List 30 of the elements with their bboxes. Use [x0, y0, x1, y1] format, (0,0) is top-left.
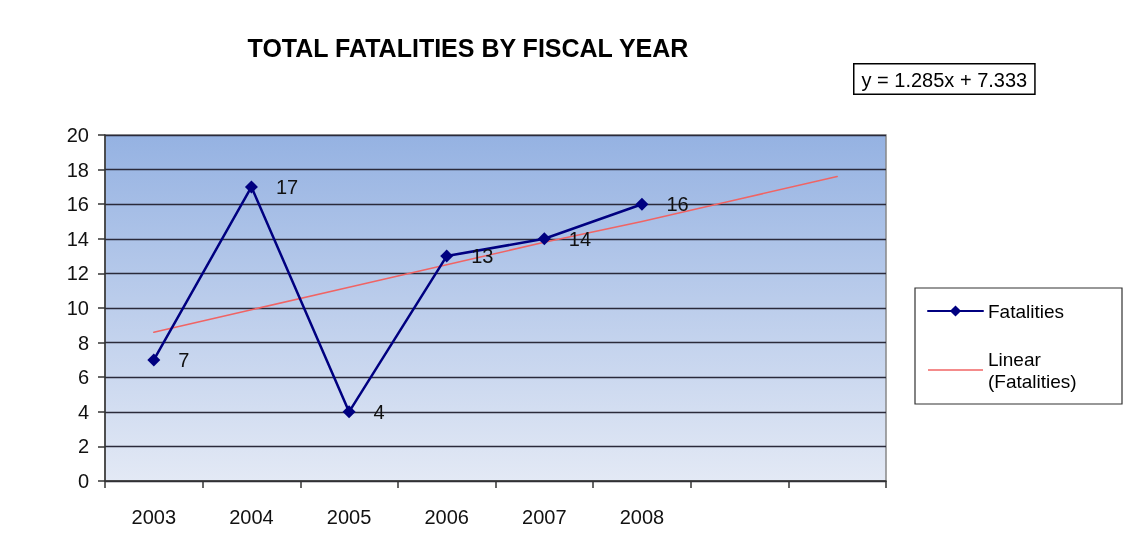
y-tick-label: 18 — [66, 158, 89, 181]
x-tick-label: 2003 — [131, 506, 177, 528]
x-tick-label: 2006 — [424, 506, 469, 528]
point — [147, 353, 161, 367]
x-tick-label: 2005 — [326, 506, 372, 528]
y-tick-label: 4 — [77, 400, 89, 423]
point — [342, 405, 356, 419]
x-tick-label: 2008 — [619, 506, 665, 528]
legend-label: Linear (Fatalities) — [988, 348, 1077, 392]
y-tick-label: 10 — [66, 297, 89, 319]
y-tick-label: 8 — [77, 331, 89, 354]
y-tick-label: 12 — [66, 262, 89, 285]
chart-title: TOTAL FATALITIES BY FISCAL YEAR — [247, 33, 689, 62]
point — [537, 232, 551, 246]
legend-label: Fatalities — [988, 300, 1065, 322]
x-tick-label: 2004 — [229, 506, 274, 528]
line-series — [153, 175, 838, 333]
y-tick-label: 16 — [66, 193, 89, 216]
y-tick-label: 2 — [77, 435, 89, 458]
y-tick-label: 6 — [77, 366, 89, 389]
x-tick-label: 2007 — [522, 506, 567, 528]
point — [440, 249, 454, 263]
data-label: 7 — [178, 348, 190, 371]
point — [635, 197, 649, 211]
y-tick-label: 14 — [66, 227, 89, 250]
y-tick-label: 0 — [77, 470, 89, 492]
text: y = 1.285x + 7.333 — [861, 68, 1028, 91]
point — [244, 180, 258, 194]
data-label: 17 — [275, 175, 299, 198]
y-tick-label: 20 — [66, 124, 89, 146]
